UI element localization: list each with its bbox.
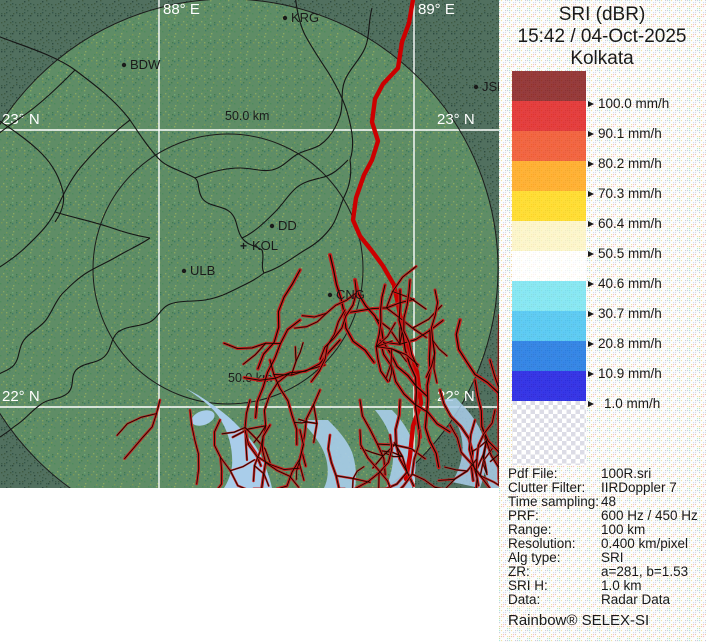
svg-text:Pdf File:: Pdf File: <box>508 466 558 481</box>
svg-text:23° N: 23° N <box>437 111 475 128</box>
svg-text:+: + <box>240 239 247 253</box>
svg-text:0.400 km/pixel: 0.400 km/pixel <box>601 536 688 551</box>
svg-text:SRI (dBR): SRI (dBR) <box>559 4 646 25</box>
svg-text:Alg type:: Alg type: <box>508 550 561 565</box>
svg-text:40.6 mm/h: 40.6 mm/h <box>598 276 662 291</box>
svg-text:89° E: 89° E <box>418 1 455 18</box>
svg-text:70.3 mm/h: 70.3 mm/h <box>598 186 662 201</box>
svg-text:100R.sri: 100R.sri <box>601 466 651 481</box>
svg-text:23° N: 23° N <box>2 111 40 128</box>
svg-text:100 km: 100 km <box>601 522 645 537</box>
svg-text:Rainbow® SELEX-SI: Rainbow® SELEX-SI <box>508 612 649 629</box>
svg-text:30.7 mm/h: 30.7 mm/h <box>598 306 662 321</box>
svg-text:IIRDoppler 7: IIRDoppler 7 <box>601 480 677 495</box>
svg-text:Clutter Filter:: Clutter Filter: <box>508 480 585 495</box>
svg-text:BDW: BDW <box>130 57 161 72</box>
svg-text:50.5 mm/h: 50.5 mm/h <box>598 246 662 261</box>
svg-text:600 Hz / 450 Hz: 600 Hz / 450 Hz <box>601 508 698 523</box>
svg-text:Kolkata: Kolkata <box>570 48 634 69</box>
svg-text:KRG: KRG <box>291 10 319 25</box>
svg-text:15:42 / 04-Oct-2025: 15:42 / 04-Oct-2025 <box>518 26 687 47</box>
svg-text:Resolution:: Resolution: <box>508 536 576 551</box>
svg-text:100.0 mm/h: 100.0 mm/h <box>598 96 669 111</box>
svg-text:Data:: Data: <box>508 592 540 607</box>
svg-text:88° E: 88° E <box>163 1 200 18</box>
svg-text:ULB: ULB <box>190 263 215 278</box>
svg-text:Range:: Range: <box>508 522 552 537</box>
svg-text:JSR: JSR <box>482 79 499 94</box>
svg-text:1.0 km: 1.0 km <box>601 578 642 593</box>
svg-text:Radar Data: Radar Data <box>601 592 671 607</box>
svg-text:80.2 mm/h: 80.2 mm/h <box>598 156 662 171</box>
svg-text:SRI: SRI <box>601 550 624 565</box>
svg-text:20.8 mm/h: 20.8 mm/h <box>598 336 662 351</box>
svg-text:DD: DD <box>278 218 297 233</box>
svg-text:KOL: KOL <box>252 238 278 253</box>
svg-text:ZR:: ZR: <box>508 564 530 579</box>
svg-text:10.9 mm/h: 10.9 mm/h <box>598 366 662 381</box>
svg-text:90.1 mm/h: 90.1 mm/h <box>598 126 662 141</box>
svg-text:22° N: 22° N <box>2 388 40 405</box>
svg-text:50.0 km: 50.0 km <box>225 109 269 123</box>
svg-text:PRF:: PRF: <box>508 508 539 523</box>
svg-text:48: 48 <box>601 494 616 509</box>
svg-text:CNG: CNG <box>336 287 365 302</box>
svg-text:Time sampling:: Time sampling: <box>508 494 599 509</box>
svg-text:60.4 mm/h: 60.4 mm/h <box>598 216 662 231</box>
svg-text:a=281, b=1.53: a=281, b=1.53 <box>601 564 688 579</box>
svg-text:1.0 mm/h: 1.0 mm/h <box>604 396 660 411</box>
svg-text:SRI H:: SRI H: <box>508 578 548 593</box>
